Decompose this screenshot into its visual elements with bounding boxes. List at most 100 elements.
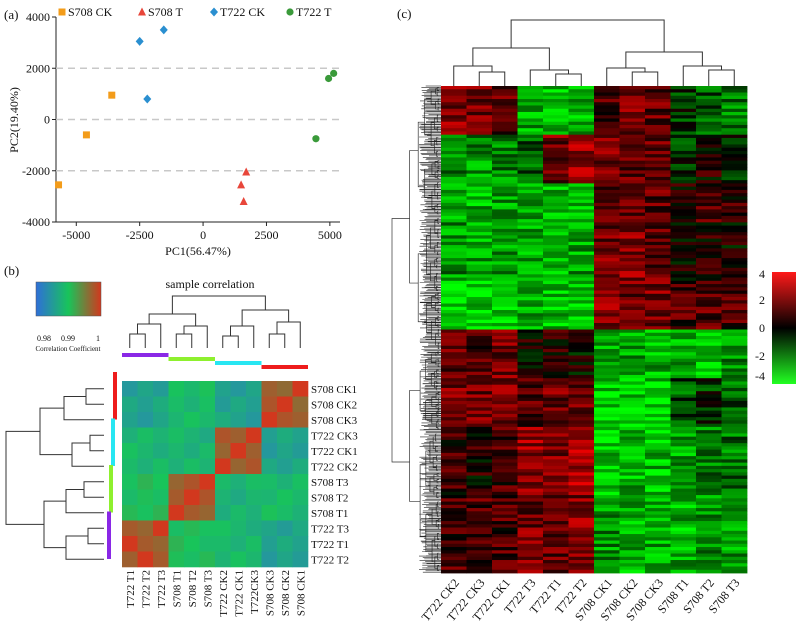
- heatmap-cell: [543, 378, 569, 382]
- heatmap-cell: [492, 384, 518, 389]
- heatmap-cell: [466, 206, 493, 210]
- heatmap-cell: [645, 400, 671, 405]
- heatmap-cell: [466, 215, 493, 220]
- heatmap-cell: [517, 348, 544, 353]
- heatmap-cell: [645, 329, 671, 334]
- heatmap-cell: [670, 124, 697, 129]
- heatmap-cell: [619, 417, 646, 421]
- heatmap-cell: [568, 173, 595, 178]
- heatmap-cell: [517, 147, 544, 152]
- heatmap-cell: [645, 280, 671, 285]
- heatmap-cell: [696, 323, 722, 327]
- heatmap-cell: [492, 397, 518, 402]
- heatmap-cell: [670, 569, 697, 574]
- heatmap-cell: [619, 245, 646, 249]
- heatmap-cell: [619, 501, 646, 506]
- correlation-cell: [230, 474, 247, 490]
- dendrogram-branch: [529, 69, 569, 86]
- heatmap-cell: [492, 423, 518, 428]
- column-label: T722CK3: [249, 570, 261, 615]
- heatmap-cell: [696, 491, 722, 496]
- heatmap-cell: [441, 527, 467, 532]
- heatmap-cell: [645, 384, 671, 389]
- heatmap-cell: [619, 254, 646, 259]
- heatmap-cell: [594, 167, 620, 171]
- heatmap-cell: [619, 209, 646, 214]
- heatmap-cell: [568, 167, 595, 171]
- heatmap-row: [441, 105, 748, 110]
- heatmap-cell: [492, 498, 518, 502]
- heatmap-row: [441, 271, 748, 275]
- heatmap-cell: [619, 449, 646, 454]
- heatmap-cell: [441, 274, 467, 278]
- heatmap-cell: [696, 417, 722, 421]
- heatmap-cell: [466, 361, 493, 366]
- heatmap-cell: [696, 436, 722, 441]
- correlation-cell: [292, 443, 309, 459]
- sample-dendrogram: [453, 19, 735, 86]
- heatmap-cell: [619, 400, 646, 405]
- y-tick-label: 0: [44, 113, 50, 127]
- dendrogram-branch: [39, 407, 72, 456]
- heatmap-cell: [721, 560, 748, 564]
- heatmap-cell: [670, 128, 697, 132]
- heatmap-cell: [543, 426, 569, 431]
- legend-label: T722 CK: [220, 5, 265, 19]
- heatmap-cell: [517, 157, 544, 162]
- heatmap-cell: [645, 452, 671, 457]
- heatmap-cell: [696, 358, 722, 363]
- heatmap-row: [441, 160, 748, 165]
- heatmap-cell: [492, 183, 518, 188]
- dendrogram-branch: [71, 442, 104, 467]
- heatmap-row: [441, 196, 748, 201]
- dendrogram-branch: [87, 527, 104, 545]
- heatmap-cell: [594, 329, 620, 334]
- correlation-cell: [292, 489, 309, 506]
- heatmap-cell: [670, 258, 697, 262]
- heatmap-cell: [466, 475, 493, 480]
- dendrogram-branch: [65, 489, 104, 514]
- heatmap-cell: [543, 115, 569, 119]
- heatmap-cell: [543, 537, 569, 541]
- heatmap-cell: [492, 277, 518, 282]
- heatmap-cell: [594, 219, 620, 223]
- heatmap-cell: [594, 319, 620, 324]
- heatmap-cell: [696, 228, 722, 233]
- heatmap-row: [441, 342, 748, 347]
- heatmap-cell: [568, 163, 595, 168]
- dendrogram-branch: [425, 450, 430, 487]
- heatmap-cell: [721, 154, 748, 158]
- heatmap-cell: [594, 134, 620, 139]
- heatmap-cell: [568, 378, 595, 382]
- heatmap-cell: [441, 475, 467, 480]
- heatmap-cell: [645, 407, 671, 412]
- heatmap-cell: [696, 521, 722, 525]
- heatmap-cell: [466, 235, 493, 239]
- heatmap-cell: [696, 443, 722, 447]
- heatmap-cell: [441, 521, 467, 525]
- heatmap-cell: [619, 316, 646, 321]
- dendrogram-branch: [222, 335, 239, 348]
- heatmap-cell: [543, 352, 569, 356]
- heatmap-cell: [568, 491, 595, 496]
- heatmap-cell: [517, 446, 544, 451]
- heatmap-cell: [721, 456, 748, 460]
- heatmap-cell: [543, 527, 569, 532]
- correlation-cell: [184, 396, 200, 413]
- correlation-cell: [230, 458, 247, 475]
- correlation-cell: [137, 396, 154, 413]
- heatmap-row: [441, 371, 748, 376]
- heatmap-cell: [721, 352, 748, 356]
- column-group-bar: [168, 357, 215, 361]
- heatmap-cell: [517, 504, 544, 509]
- heatmap-cell: [543, 290, 569, 295]
- heatmap-cell: [619, 128, 646, 132]
- heatmap-cell: [721, 400, 748, 405]
- gene-dendrogram: [391, 85, 441, 573]
- heatmap-cell: [619, 258, 646, 262]
- heatmap-cell: [441, 339, 467, 343]
- heatmap-cell: [696, 118, 722, 123]
- heatmap-cell: [696, 407, 722, 412]
- heatmap-row: [441, 141, 748, 145]
- heatmap-cell: [721, 410, 748, 415]
